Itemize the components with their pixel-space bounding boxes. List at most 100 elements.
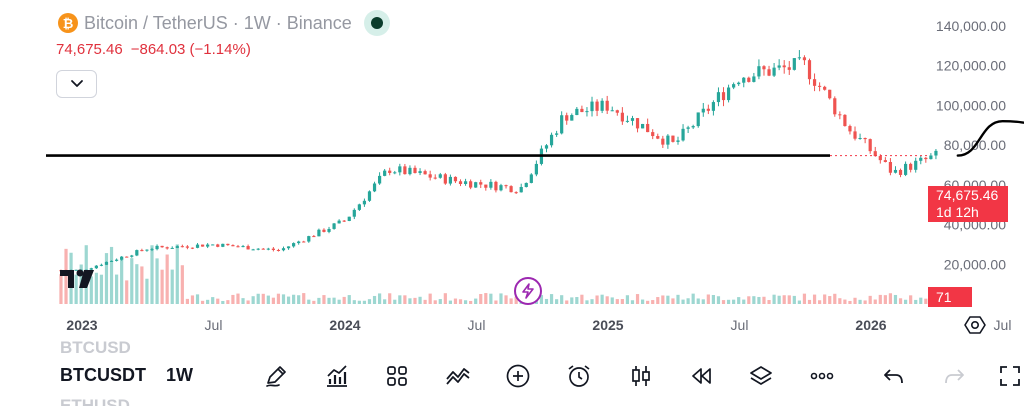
- volume-bar: [74, 274, 78, 304]
- candle-body: [463, 181, 468, 185]
- lightning-icon[interactable]: [514, 277, 542, 305]
- candle-body: [924, 157, 928, 160]
- symbol-header[interactable]: ₿ Bitcoin / TetherUS · 1W · Binance: [58, 10, 390, 36]
- volume-bar: [762, 296, 766, 304]
- volume-bar: [873, 299, 877, 304]
- candle-body: [185, 246, 190, 248]
- volume-bar: [807, 299, 812, 304]
- candle-body: [302, 241, 306, 243]
- candle-body: [130, 255, 134, 257]
- volume-bar: [362, 300, 367, 304]
- candle-body: [120, 256, 124, 260]
- candle-body: [747, 77, 751, 82]
- watchlist-next-symbol[interactable]: ETHUSD: [60, 396, 130, 406]
- candle-body: [716, 92, 721, 103]
- volume-bar: [878, 294, 882, 304]
- volume-bar: [772, 294, 776, 304]
- volume-bar: [656, 297, 660, 304]
- candle-body: [453, 176, 458, 182]
- volume-bar: [170, 269, 174, 304]
- candles-icon[interactable]: [627, 362, 655, 390]
- candle-body: [752, 76, 756, 82]
- volume-bar: [145, 278, 149, 304]
- candle-body: [757, 66, 761, 77]
- undo-icon[interactable]: [880, 362, 908, 390]
- candle-body: [231, 245, 235, 247]
- volume-bar: [347, 295, 351, 304]
- volume-bar: [463, 300, 468, 304]
- candle-body: [691, 126, 695, 128]
- price-chart[interactable]: 160,000.00140,000.00120,000.00100,000.00…: [0, 0, 1024, 340]
- candle-body: [474, 182, 478, 188]
- candle-body: [524, 182, 528, 187]
- volume-bar: [271, 297, 275, 304]
- candle-body: [732, 84, 736, 88]
- alarm-icon[interactable]: [565, 362, 593, 390]
- volume-bar: [823, 294, 827, 304]
- candle-body: [312, 236, 316, 238]
- volume-bar: [453, 298, 458, 304]
- volume-bar: [565, 300, 569, 304]
- candle-body: [236, 246, 240, 248]
- volume-bar: [175, 244, 179, 304]
- volume-bar: [919, 297, 923, 304]
- candle-body: [211, 244, 215, 246]
- volume-bar: [165, 254, 169, 304]
- candle-body: [398, 166, 402, 173]
- more-icon[interactable]: [808, 362, 836, 390]
- volume-bar: [575, 297, 579, 304]
- volume-bar: [661, 295, 665, 304]
- volume-bar: [302, 293, 306, 304]
- replay-icon[interactable]: [687, 362, 715, 390]
- symbol-button[interactable]: BTCUSDT: [60, 365, 146, 385]
- volume-bar: [716, 296, 721, 304]
- volume-bar: [458, 299, 463, 304]
- volume-bar: [843, 299, 847, 304]
- candle-body: [393, 172, 397, 174]
- redo-icon[interactable]: [940, 362, 968, 390]
- volume-bar: [59, 274, 63, 304]
- watchlist-prev-symbol[interactable]: BTCUSD: [60, 338, 131, 357]
- compare-icon[interactable]: [444, 362, 472, 390]
- volume-bar: [651, 300, 655, 304]
- volume-bar: [64, 248, 68, 304]
- x-tick-label: Jul: [468, 317, 486, 333]
- x-tick-label: 2024: [329, 317, 360, 333]
- volume-bar: [570, 297, 574, 304]
- collapse-legend-button[interactable]: [56, 70, 97, 98]
- candle-body: [883, 160, 887, 163]
- settings-icon[interactable]: [964, 314, 986, 336]
- candle-body: [297, 241, 301, 244]
- volume-bar: [246, 300, 250, 304]
- symbol-title[interactable]: Bitcoin / TetherUS · 1W · Binance: [84, 12, 352, 33]
- add-icon[interactable]: [504, 362, 532, 390]
- tradingview-logo-icon[interactable]: [60, 268, 100, 290]
- chart-area[interactable]: 160,000.00140,000.00120,000.00100,000.00…: [0, 0, 1024, 340]
- indicators-icon[interactable]: [323, 362, 351, 390]
- candle-body: [570, 115, 574, 121]
- candle-body: [605, 100, 609, 111]
- layers-icon[interactable]: [747, 362, 775, 390]
- candle-body: [403, 166, 407, 175]
- candle-body: [271, 248, 275, 250]
- candle-body: [241, 246, 245, 248]
- pen-icon[interactable]: [262, 362, 290, 390]
- market-status-icon[interactable]: [363, 10, 390, 36]
- candle-body: [489, 181, 493, 188]
- interval-button[interactable]: 1W: [166, 365, 193, 385]
- volume-bar: [797, 300, 801, 304]
- fullscreen-icon[interactable]: [996, 362, 1024, 390]
- volume-bar: [595, 295, 599, 304]
- candle-body: [180, 246, 184, 248]
- candle-body: [494, 181, 498, 191]
- candle-body: [671, 135, 675, 142]
- volume-bar: [443, 293, 447, 304]
- volume-bar: [514, 296, 518, 304]
- candle-body: [423, 171, 427, 175]
- candle-body: [89, 268, 93, 270]
- volume-bar: [120, 257, 124, 304]
- volume-bar: [474, 298, 478, 304]
- grid-icon[interactable]: [383, 362, 411, 390]
- candle-body: [620, 112, 624, 122]
- volume-bar: [868, 295, 872, 304]
